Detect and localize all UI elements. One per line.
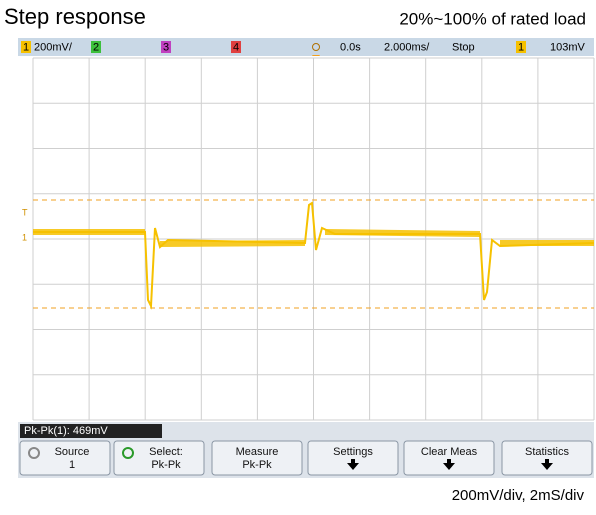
marker: 1 — [22, 232, 27, 242]
channel-number: 1 — [23, 41, 29, 53]
status-text: 103mV — [550, 41, 586, 53]
arrow-icon — [443, 459, 455, 470]
softkey-label: Statistics — [525, 446, 570, 458]
measurement: Pk-Pk(1): 469mV — [24, 425, 108, 437]
status-text: 200mV/ — [34, 41, 73, 53]
title: Step response — [4, 4, 146, 29]
softkey-value: 1 — [69, 459, 75, 471]
knob-icon — [28, 447, 40, 459]
softkey[interactable] — [113, 440, 205, 476]
footer: 200mV/div, 2mS/div — [452, 487, 585, 504]
channel-number: 3 — [163, 41, 169, 53]
softkey[interactable] — [307, 440, 399, 476]
softkey[interactable] — [403, 440, 495, 476]
softkey-value: Pk-Pk — [151, 459, 181, 471]
softkey-label: Select: — [149, 446, 183, 458]
softkey-label: Source — [55, 446, 90, 458]
waveform-noise — [33, 229, 594, 247]
channel-box — [21, 41, 31, 53]
softkey[interactable] — [501, 440, 593, 476]
softkey-label: Clear Meas — [421, 446, 478, 458]
status-text: 2.000ms/ — [384, 41, 430, 53]
softkey-label: Settings — [333, 446, 373, 458]
softkey-label: Measure — [236, 446, 279, 458]
softkey[interactable] — [19, 440, 111, 476]
status-text: 0.0s — [340, 41, 361, 53]
channel-box — [516, 41, 526, 53]
channel-box — [91, 41, 101, 53]
measurement-bar — [20, 424, 162, 438]
subtitle: 20%~100% of rated load — [399, 9, 586, 28]
channel-box — [231, 41, 241, 53]
arrow-icon — [541, 459, 553, 470]
sun-icon — [312, 43, 320, 51]
softkey-value: Pk-Pk — [242, 459, 272, 471]
waveform — [33, 201, 595, 310]
status-text: Stop — [452, 41, 475, 53]
arrow-icon — [347, 459, 359, 470]
knob-icon — [122, 447, 134, 459]
softkey[interactable] — [211, 440, 303, 476]
channel-number: 2 — [93, 41, 99, 53]
channel-number: 4 — [233, 41, 239, 53]
marker: T — [22, 207, 28, 217]
channel-box — [161, 41, 171, 53]
channel-number: 1 — [518, 41, 524, 53]
status-bar — [18, 38, 594, 56]
